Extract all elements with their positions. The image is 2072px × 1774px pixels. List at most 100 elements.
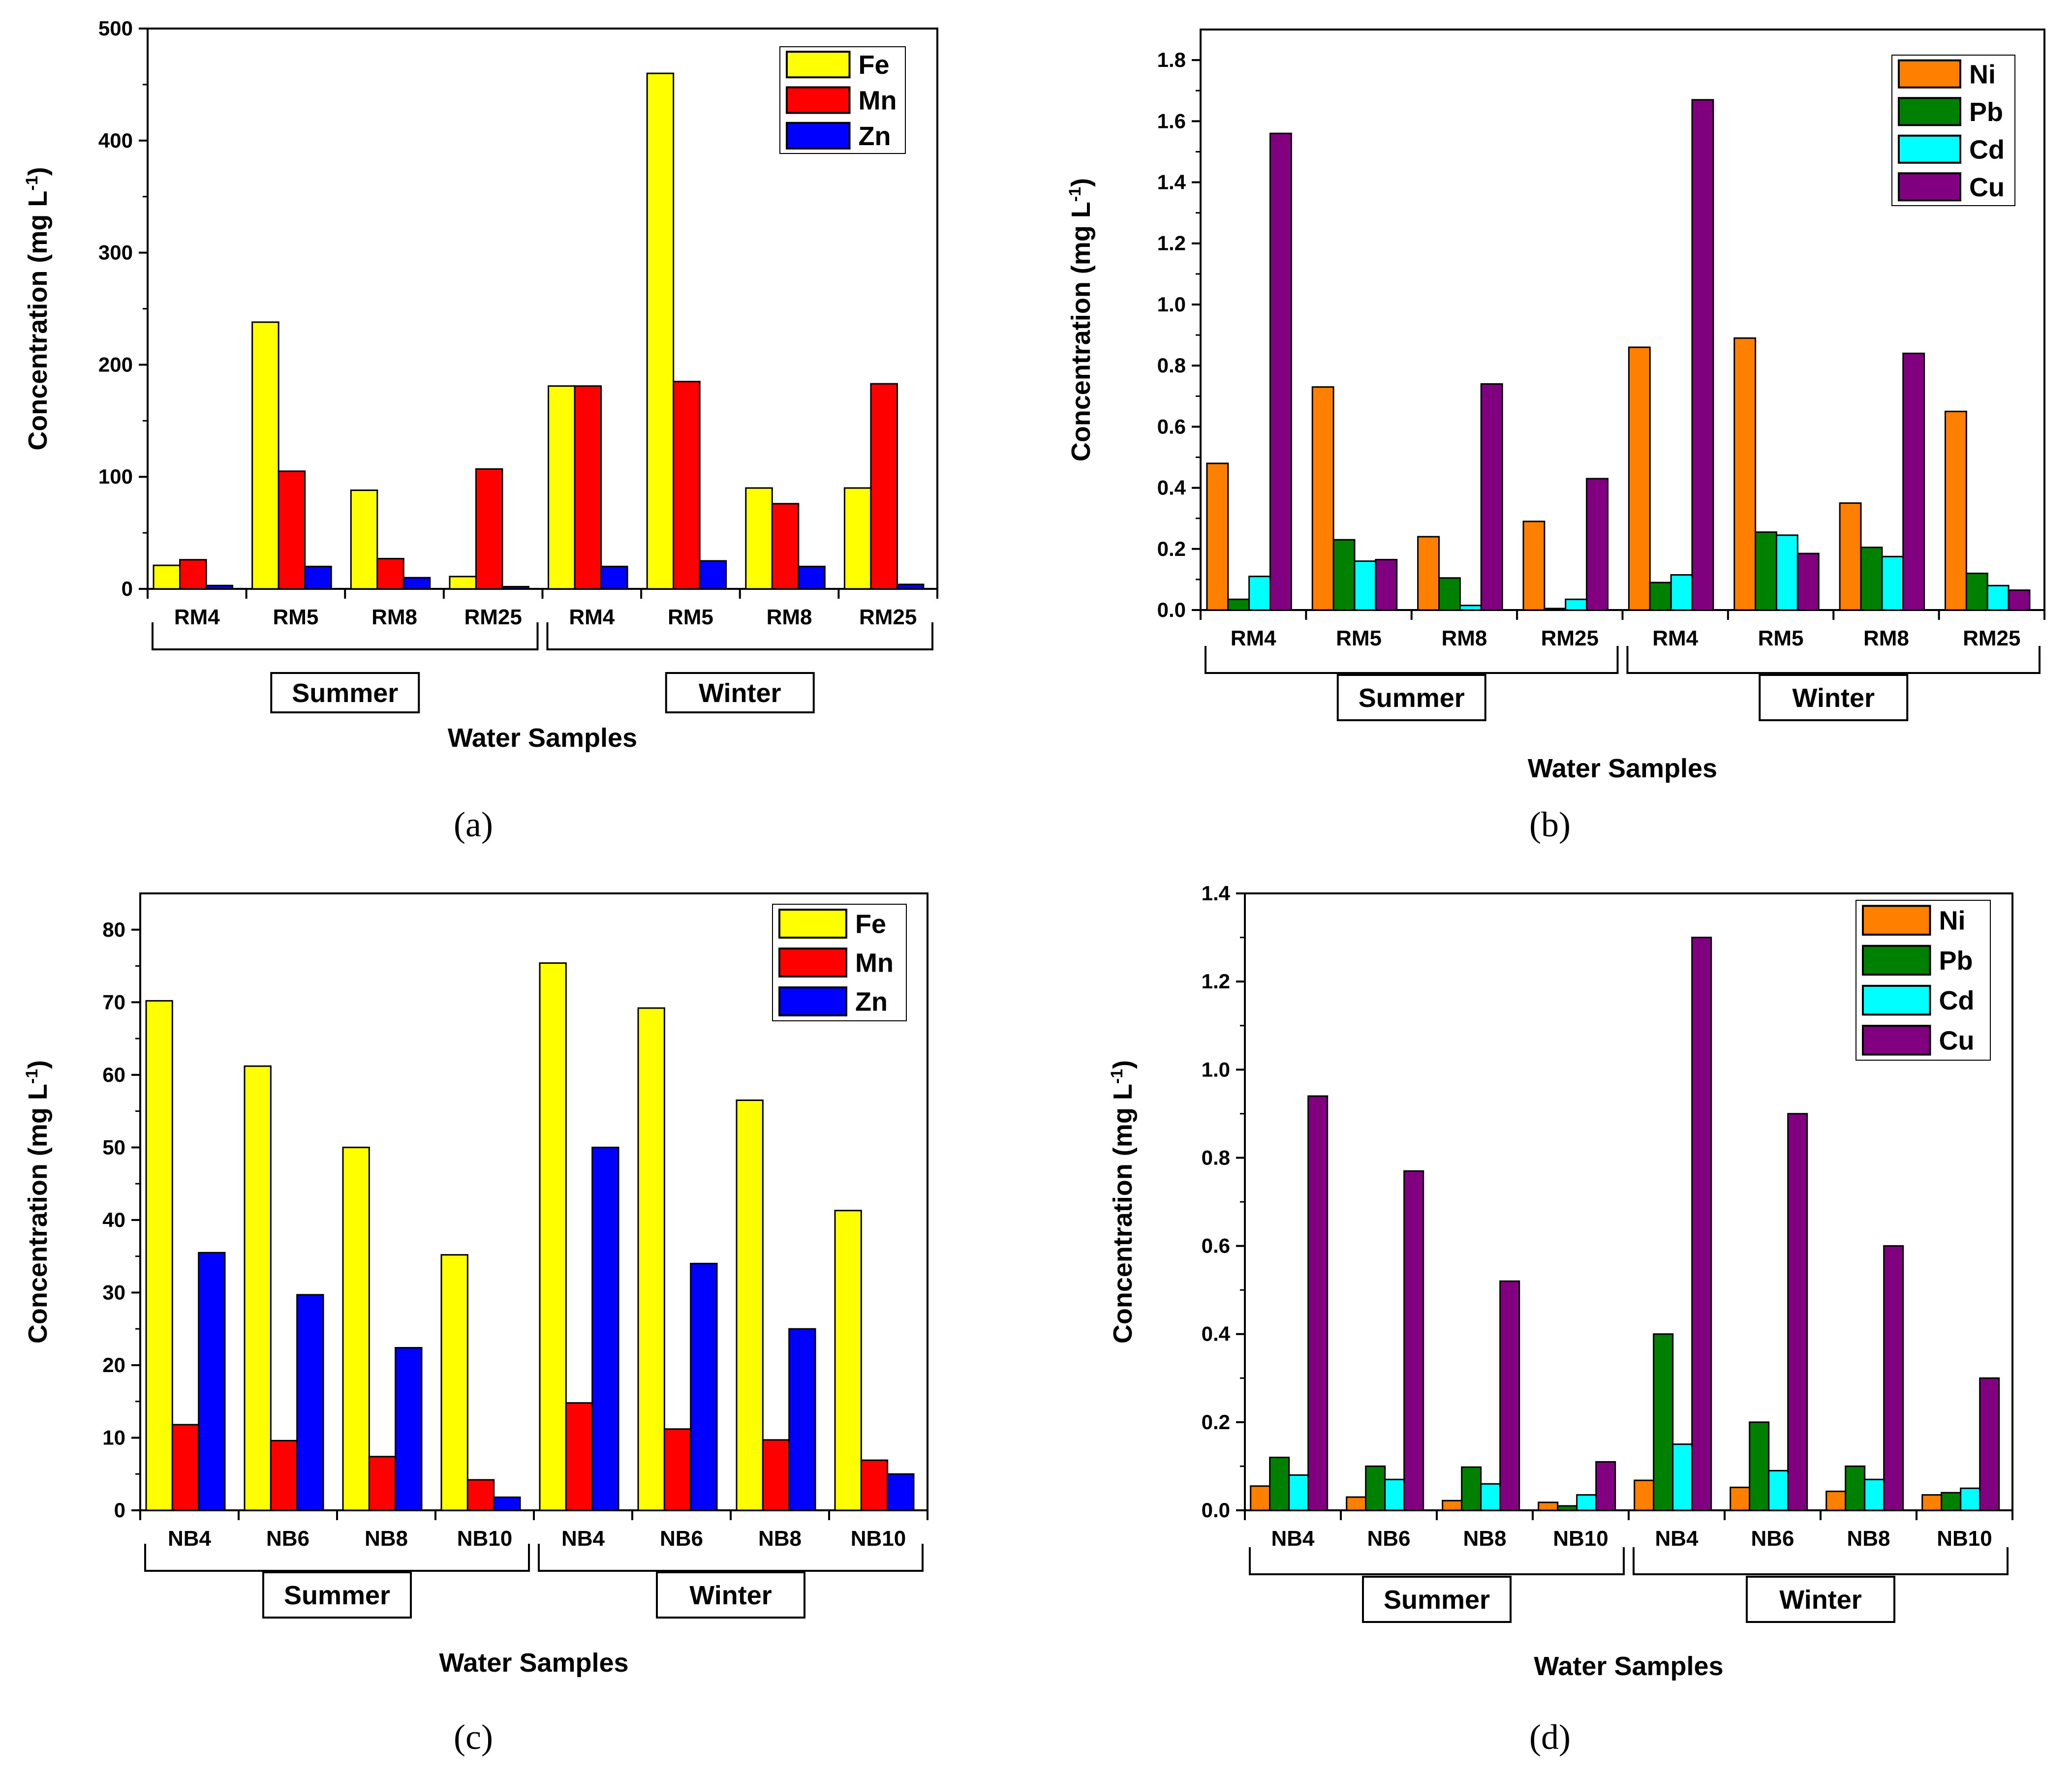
x-axis-label: Water Samples [448,723,637,753]
bar-fe-8 [834,1210,862,1511]
y-tick-label: 70 [102,990,125,1013]
legend-swatch-mn [778,948,847,978]
x-category-label: RM5 [273,605,318,629]
bar-fe-6 [646,72,675,590]
bar-mn-6 [663,1428,692,1511]
season-label-summer: Summer [284,1581,390,1610]
bar-cu-1 [1269,132,1292,611]
panel-c: 0 10 20 30 40 50 60 70 80 NB4 NB6 NB8 NB10 NB4 NB6 NB8 N… [23,892,928,1757]
x-category-label: RM5 [1336,626,1382,650]
x-category-label: RM4 [1231,626,1276,650]
x-category-label: NB10 [1937,1527,1992,1551]
bar-cu-4 [1595,1461,1616,1511]
bar-pb-4 [1557,1505,1578,1511]
bar-mn-7 [771,503,800,590]
legend-swatch-ni [1862,905,1931,936]
x-category-label: RM25 [1963,626,2020,650]
bar-pb-7 [1845,1465,1866,1511]
bar-zn-3 [395,1347,423,1511]
bar-ni-6 [1730,1486,1751,1511]
y-tick-label: 1.4 [1157,171,1186,194]
bar-pb-6 [1749,1421,1770,1511]
x-axis-label: Water Samples [1528,754,1717,783]
y-tick-label: 10 [102,1426,125,1449]
bar-zn-7 [788,1328,816,1511]
x-category-label: RM8 [371,605,417,629]
bar-zn-5 [591,1146,619,1511]
bar-mn-1 [179,559,207,590]
y-tick-label: 0.6 [1157,415,1186,438]
y-tick-label: 0.8 [1202,1146,1230,1169]
y-tick-label: 100 [98,465,133,488]
y-tick-label: 0.2 [1157,537,1186,560]
bar-cu-5 [1691,99,1714,611]
bar-ni-3 [1442,1499,1463,1511]
bar-ni-8 [1921,1494,1943,1511]
bar-mn-1 [171,1424,200,1511]
bar-mn-4 [466,1479,495,1511]
bar-fe-1 [153,564,181,590]
bar-cu-5 [1691,937,1712,1511]
season-box-summer [262,1571,412,1619]
season-label-summer: Summer [292,678,398,708]
y-axis-label: Concentration (mg L-1) [1108,1060,1138,1344]
y-tick-label: 1.6 [1157,109,1186,132]
season-box-winter [656,1571,805,1619]
bar-mn-3 [376,557,404,590]
legend-label-ni: Ni [1939,906,1966,936]
bar-fe-4 [440,1254,468,1511]
y-tick-label: 60 [102,1063,125,1086]
season-label-winter: Winter [1792,683,1875,713]
bar-cu-4 [1586,478,1608,611]
y-tick-label: 400 [98,129,133,152]
bar-zn-7 [798,565,826,590]
x-category-label: RM25 [464,605,522,629]
season-box-summer [1362,1576,1512,1623]
x-category-label: RM8 [1441,626,1487,650]
bar-cd-6 [1768,1469,1789,1511]
bar-pb-1 [1269,1457,1290,1511]
bar-ni-1 [1206,462,1229,611]
bar-cd-1 [1248,576,1271,611]
bar-cd-7 [1881,555,1904,611]
bar-fe-2 [244,1065,272,1511]
x-category-label: NB8 [1847,1527,1890,1551]
bar-pb-8 [1941,1492,1962,1511]
group-bracket-winter [538,1544,924,1572]
bar-fe-1 [145,1000,173,1511]
bar-cu-6 [1787,1113,1808,1511]
bar-zn-4 [493,1496,521,1511]
x-category-label: RM5 [1758,626,1804,650]
bar-fe-8 [843,487,872,590]
bar-ni-8 [1944,410,1967,611]
group-bracket-summer [144,1544,530,1572]
x-category-label: NB8 [1463,1527,1506,1551]
y-tick-label: 50 [102,1135,125,1159]
bar-cd-2 [1384,1478,1405,1511]
x-category-label: NB6 [1751,1527,1794,1551]
y-tick-label: 1.0 [1157,293,1186,316]
legend-swatch-mn [786,86,851,114]
x-axis-label: Water Samples [439,1648,628,1678]
x-category-label: RM4 [569,605,615,629]
x-category-label: RM5 [668,605,713,629]
bar-fe-4 [449,576,477,590]
bar-zn-4 [501,585,529,590]
season-label-winter: Winter [699,678,781,708]
y-tick-label: 1.8 [1157,48,1186,71]
legend-label-zn: Zn [859,122,891,151]
bar-cd-1 [1288,1474,1309,1511]
bar-cd-7 [1864,1478,1885,1511]
bar-zn-8 [896,583,925,590]
bar-fe-5 [539,962,567,1511]
y-tick-label: 0.0 [1157,598,1186,621]
bar-cu-8 [1979,1377,2000,1511]
y-tick-label: 300 [98,241,133,264]
bar-ni-4 [1522,520,1546,611]
bar-fe-3 [342,1146,370,1511]
bar-zn-2 [296,1294,324,1511]
legend-swatch-zn [786,122,851,150]
legend-swatch-fe [786,51,851,79]
bar-fe-5 [548,385,576,590]
bar-cu-6 [1796,552,1820,611]
